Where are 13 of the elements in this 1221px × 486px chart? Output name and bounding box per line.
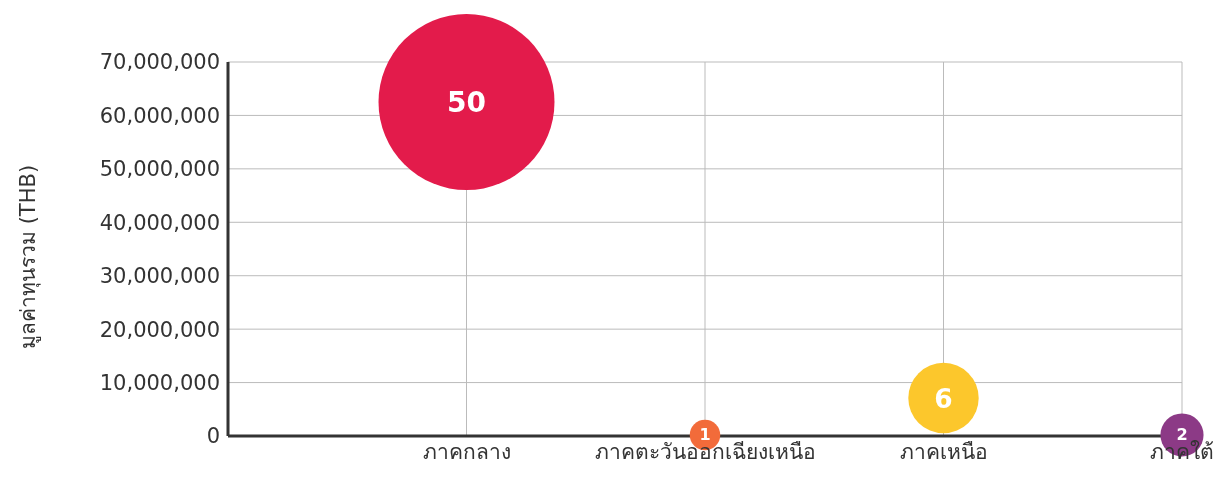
y-tick-label: 60,000,000	[99, 103, 220, 128]
annotation: 6	[934, 382, 953, 414]
y-axis-title: มูลค่าทุนรวม (THB)	[16, 164, 42, 349]
y-tick-label: 50,000,000	[99, 157, 220, 182]
y-tick-label: 70,000,000	[99, 50, 220, 75]
y-tick-label: 20,000,000	[99, 317, 220, 342]
y-tick-label: 10,000,000	[99, 371, 220, 396]
y-tick-label: 40,000,000	[99, 210, 220, 235]
x-tick-label: ภาคกลาง	[422, 439, 511, 464]
y-tick-label: 0	[206, 424, 220, 449]
annotation: 50	[447, 85, 486, 119]
x-tick-label: ภาคเหนือ	[899, 439, 988, 464]
y-tick-label: 30,000,000	[99, 264, 220, 289]
